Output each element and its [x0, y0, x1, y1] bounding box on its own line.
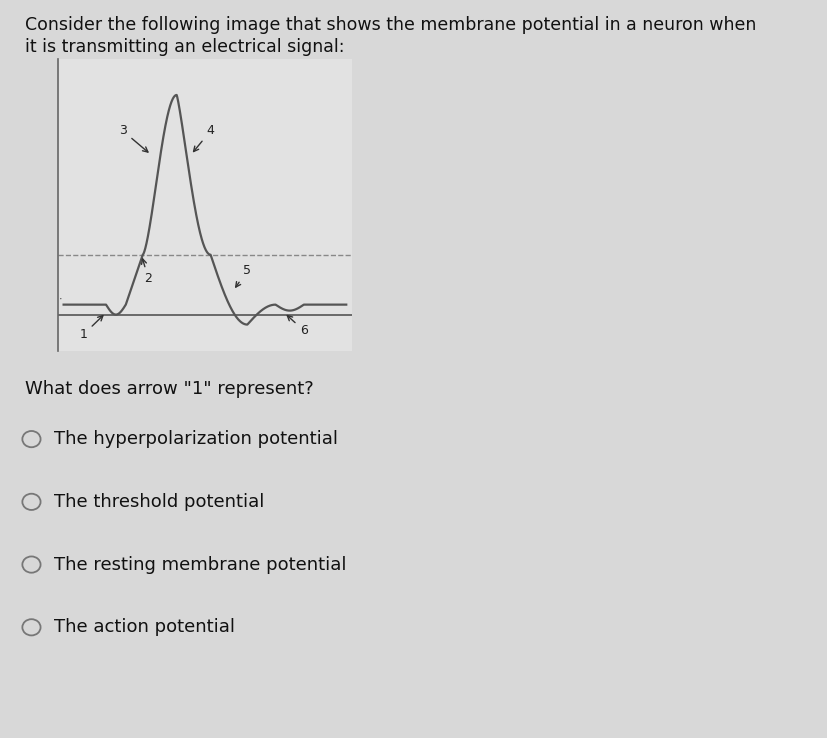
Text: The hyperpolarization potential: The hyperpolarization potential	[54, 430, 337, 448]
Text: What does arrow "1" represent?: What does arrow "1" represent?	[25, 380, 313, 398]
Text: 5: 5	[236, 264, 251, 287]
Text: 4: 4	[194, 125, 214, 151]
Text: The threshold potential: The threshold potential	[54, 493, 264, 511]
Text: The resting membrane potential: The resting membrane potential	[54, 556, 346, 573]
Text: Consider the following image that shows the membrane potential in a neuron when: Consider the following image that shows …	[25, 16, 755, 34]
Text: it is transmitting an electrical signal:: it is transmitting an electrical signal:	[25, 38, 344, 56]
Text: 3: 3	[119, 125, 148, 152]
Text: The action potential: The action potential	[54, 618, 235, 636]
Text: 6: 6	[287, 316, 308, 337]
Text: 2: 2	[141, 259, 152, 285]
Text: 1: 1	[79, 316, 103, 341]
